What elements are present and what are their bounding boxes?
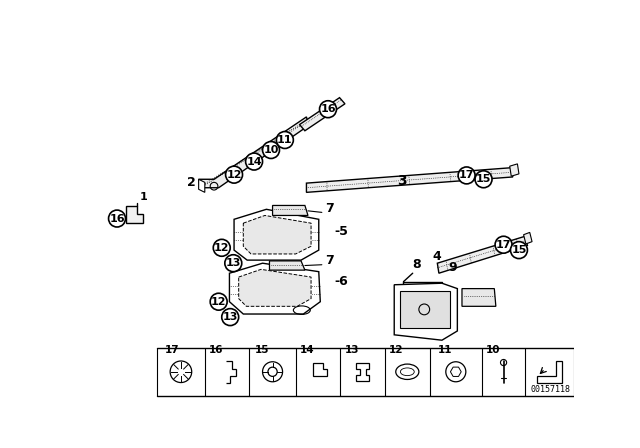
- Text: 14: 14: [300, 345, 314, 354]
- Text: 12: 12: [211, 297, 227, 307]
- Circle shape: [225, 255, 242, 271]
- Text: 13: 13: [226, 258, 241, 268]
- Circle shape: [495, 236, 512, 253]
- Circle shape: [276, 132, 293, 148]
- Polygon shape: [198, 117, 308, 188]
- Text: -6: -6: [334, 275, 348, 288]
- Text: 13: 13: [344, 345, 359, 354]
- Circle shape: [225, 166, 243, 183]
- Text: 15: 15: [511, 245, 527, 255]
- Polygon shape: [394, 283, 458, 340]
- Polygon shape: [273, 206, 308, 215]
- Text: 17: 17: [459, 170, 474, 181]
- Text: 2: 2: [187, 176, 196, 189]
- Text: 4: 4: [432, 250, 441, 263]
- Polygon shape: [243, 215, 311, 254]
- Text: 3: 3: [397, 174, 407, 188]
- Text: 12: 12: [389, 345, 404, 354]
- Polygon shape: [230, 263, 320, 314]
- Text: 17: 17: [164, 345, 179, 354]
- Polygon shape: [509, 164, 519, 176]
- Text: 14: 14: [246, 156, 262, 167]
- Text: 15: 15: [476, 174, 492, 184]
- Circle shape: [319, 101, 337, 118]
- Text: 11: 11: [277, 135, 292, 145]
- Text: 00157118: 00157118: [531, 385, 570, 394]
- Polygon shape: [300, 98, 345, 131]
- Polygon shape: [524, 233, 532, 244]
- Polygon shape: [198, 179, 205, 192]
- Circle shape: [246, 153, 262, 170]
- Polygon shape: [307, 168, 513, 192]
- Text: 16: 16: [109, 214, 125, 224]
- Text: 1: 1: [140, 192, 148, 202]
- Polygon shape: [234, 209, 319, 260]
- Text: 15: 15: [255, 345, 269, 354]
- Circle shape: [210, 293, 227, 310]
- Text: 7: 7: [325, 202, 333, 215]
- Text: 12: 12: [227, 170, 242, 180]
- Polygon shape: [239, 269, 311, 306]
- Text: 17: 17: [496, 240, 511, 250]
- Text: 8: 8: [413, 258, 421, 271]
- Text: -5: -5: [334, 225, 348, 238]
- Text: 10: 10: [486, 345, 500, 354]
- Bar: [401, 291, 451, 328]
- Polygon shape: [462, 289, 496, 306]
- Circle shape: [262, 142, 280, 159]
- Text: 16: 16: [320, 104, 336, 114]
- Polygon shape: [269, 261, 305, 270]
- Text: 9: 9: [448, 261, 457, 274]
- Polygon shape: [437, 236, 527, 273]
- Text: 11: 11: [438, 345, 452, 354]
- Polygon shape: [126, 206, 143, 223]
- Text: 16: 16: [209, 345, 223, 354]
- Text: 10: 10: [263, 145, 278, 155]
- Circle shape: [475, 171, 492, 188]
- Text: 12: 12: [214, 243, 230, 253]
- Circle shape: [109, 210, 125, 227]
- Circle shape: [213, 239, 230, 256]
- Circle shape: [221, 309, 239, 326]
- Text: 13: 13: [223, 312, 238, 322]
- Circle shape: [511, 241, 527, 258]
- Circle shape: [458, 167, 475, 184]
- Text: 7: 7: [325, 254, 333, 267]
